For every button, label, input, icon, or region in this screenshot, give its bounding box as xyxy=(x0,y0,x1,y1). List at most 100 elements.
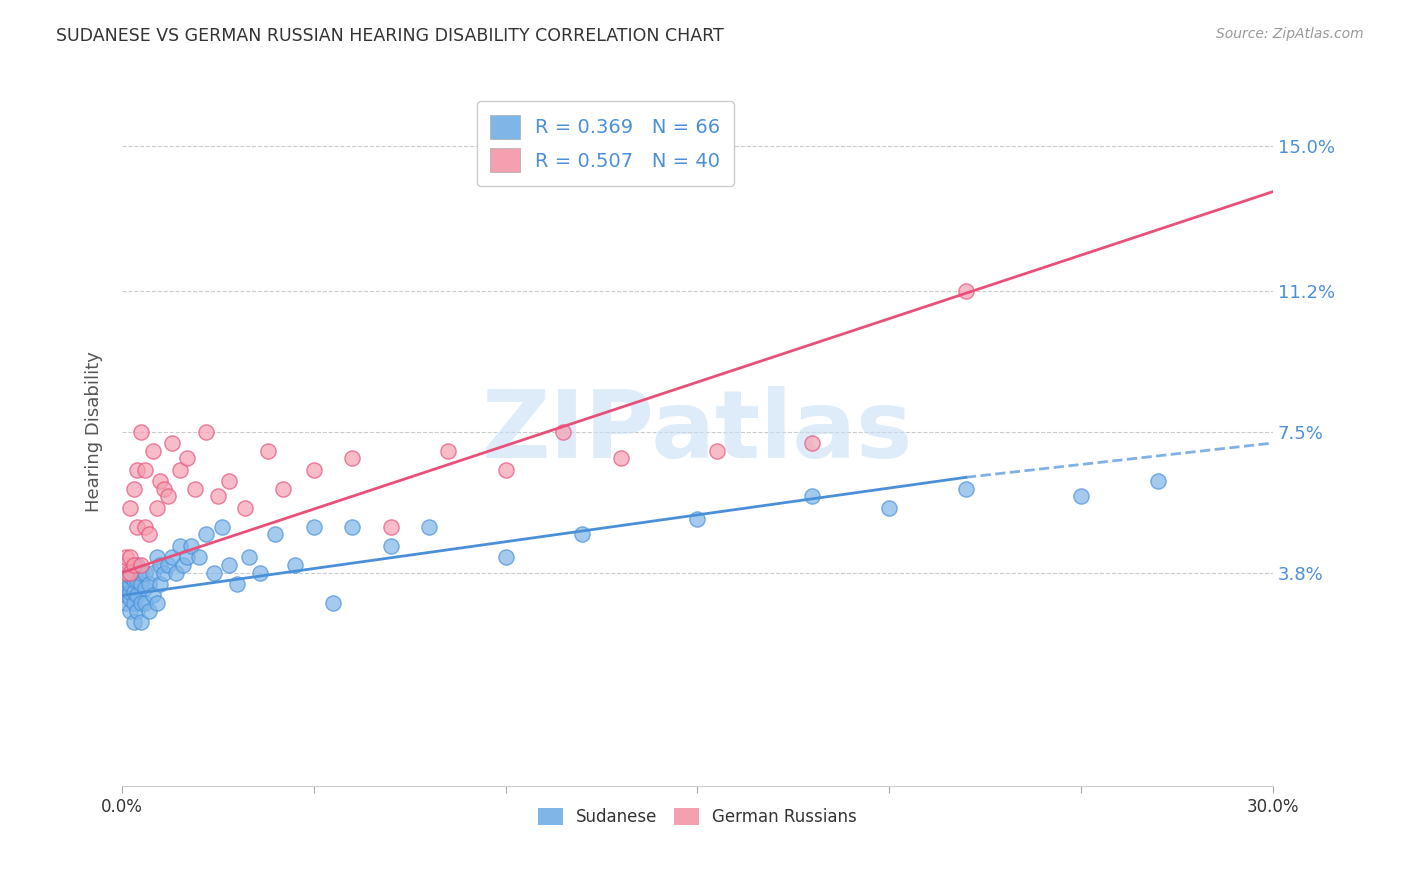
Point xyxy=(145,596,167,610)
Point xyxy=(134,520,156,534)
Point xyxy=(202,566,225,580)
Point xyxy=(115,558,138,572)
Point xyxy=(115,550,138,565)
Point xyxy=(271,482,294,496)
Point xyxy=(118,569,141,583)
Point xyxy=(145,550,167,565)
Point xyxy=(609,451,631,466)
Point xyxy=(118,500,141,515)
Point xyxy=(877,500,900,515)
Point xyxy=(553,425,575,439)
Point xyxy=(801,489,824,503)
Point xyxy=(157,558,180,572)
Point xyxy=(142,588,165,602)
Point xyxy=(322,596,344,610)
Point xyxy=(122,573,145,587)
Point xyxy=(418,520,440,534)
Point xyxy=(180,539,202,553)
Point xyxy=(176,451,198,466)
Point xyxy=(127,604,149,618)
Point xyxy=(256,443,278,458)
Point xyxy=(172,558,194,572)
Point xyxy=(127,520,149,534)
Point xyxy=(122,584,145,599)
Point xyxy=(129,615,152,629)
Point xyxy=(142,443,165,458)
Point xyxy=(169,463,191,477)
Point xyxy=(218,474,240,488)
Point xyxy=(195,425,218,439)
Point xyxy=(249,566,271,580)
Point xyxy=(118,550,141,565)
Point xyxy=(134,463,156,477)
Point xyxy=(129,558,152,572)
Point xyxy=(340,520,363,534)
Point xyxy=(122,615,145,629)
Point xyxy=(118,604,141,618)
Point xyxy=(207,489,229,503)
Point xyxy=(226,577,249,591)
Point xyxy=(165,566,187,580)
Point xyxy=(801,436,824,450)
Point xyxy=(302,463,325,477)
Point xyxy=(160,550,183,565)
Text: SUDANESE VS GERMAN RUSSIAN HEARING DISABILITY CORRELATION CHART: SUDANESE VS GERMAN RUSSIAN HEARING DISAB… xyxy=(56,27,724,45)
Point xyxy=(153,482,176,496)
Point xyxy=(264,527,287,541)
Y-axis label: Hearing Disability: Hearing Disability xyxy=(86,351,103,512)
Point xyxy=(118,592,141,607)
Point xyxy=(115,588,138,602)
Point xyxy=(129,425,152,439)
Point xyxy=(115,577,138,591)
Point xyxy=(115,573,138,587)
Point xyxy=(195,527,218,541)
Point xyxy=(176,550,198,565)
Point xyxy=(127,558,149,572)
Point xyxy=(233,500,256,515)
Point xyxy=(138,604,160,618)
Legend: Sudanese, German Russians: Sudanese, German Russians xyxy=(529,799,866,834)
Point xyxy=(138,577,160,591)
Point xyxy=(118,566,141,580)
Point xyxy=(706,443,728,458)
Point xyxy=(127,588,149,602)
Point xyxy=(955,284,977,298)
Point xyxy=(157,489,180,503)
Point xyxy=(134,596,156,610)
Point xyxy=(127,463,149,477)
Point xyxy=(134,581,156,595)
Point xyxy=(149,577,172,591)
Point xyxy=(118,562,141,576)
Point xyxy=(127,573,149,587)
Point xyxy=(118,577,141,591)
Point xyxy=(211,520,233,534)
Point xyxy=(284,558,307,572)
Point xyxy=(187,550,209,565)
Point xyxy=(122,558,145,572)
Point xyxy=(495,463,517,477)
Point xyxy=(122,558,145,572)
Point xyxy=(149,474,172,488)
Text: Source: ZipAtlas.com: Source: ZipAtlas.com xyxy=(1216,27,1364,41)
Point xyxy=(437,443,460,458)
Point xyxy=(380,520,402,534)
Point xyxy=(302,520,325,534)
Point xyxy=(118,584,141,599)
Point xyxy=(115,581,138,595)
Point xyxy=(380,539,402,553)
Point xyxy=(134,566,156,580)
Point xyxy=(115,596,138,610)
Point xyxy=(238,550,260,565)
Point xyxy=(686,512,709,526)
Text: ZIPatlas: ZIPatlas xyxy=(482,385,912,477)
Point xyxy=(218,558,240,572)
Point xyxy=(184,482,207,496)
Point xyxy=(145,500,167,515)
Point xyxy=(129,596,152,610)
Point xyxy=(149,558,172,572)
Point xyxy=(955,482,977,496)
Point xyxy=(160,436,183,450)
Point xyxy=(142,566,165,580)
Point xyxy=(1146,474,1168,488)
Point xyxy=(122,596,145,610)
